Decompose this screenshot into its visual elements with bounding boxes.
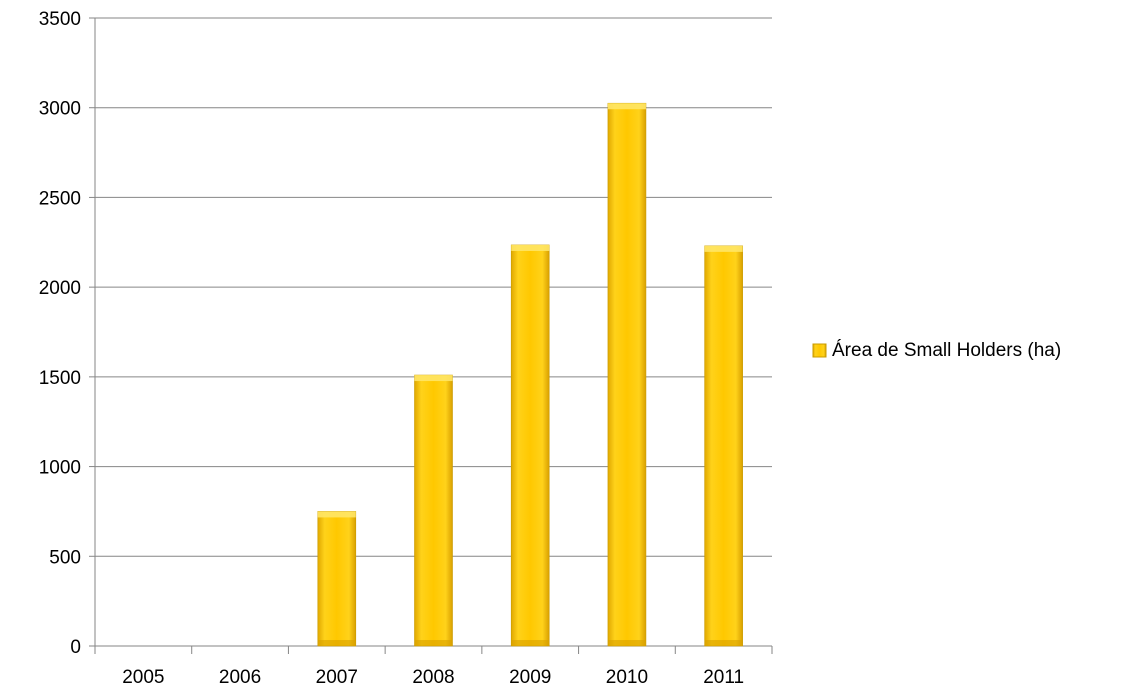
legend: Área de Small Holders (ha)	[812, 340, 1061, 361]
bar-bottom-bevel	[414, 640, 453, 646]
bar	[510, 244, 550, 647]
x-tick-label: 2009	[509, 667, 551, 688]
y-tick-label: 0	[70, 637, 81, 658]
legend-label: Área de Small Holders (ha)	[832, 340, 1061, 361]
bar	[414, 374, 453, 647]
bar-top-bevel	[414, 375, 453, 382]
x-tick-label: 2008	[412, 667, 454, 688]
y-tick-labels: 0 500 1000 1500 2000 2500 3000 3500	[39, 9, 81, 658]
legend-swatch	[812, 343, 827, 358]
bar-top-bevel	[317, 511, 356, 518]
y-tick-label: 3000	[39, 99, 81, 120]
bar-2011	[704, 245, 743, 647]
bar-bottom-bevel	[317, 640, 356, 646]
bar	[317, 511, 357, 647]
x-tick-label: 2011	[703, 667, 744, 688]
x-tick-label: 2005	[122, 667, 164, 688]
bar-top-bevel	[704, 245, 743, 252]
x-tick-label: 2006	[219, 667, 261, 688]
x-tick-labels: 2005 2006 2007 2008 2009 2010 2011	[122, 667, 744, 688]
y-tick-label: 500	[49, 547, 81, 568]
x-tick-label: 2007	[316, 667, 358, 688]
y-tick-label: 3500	[39, 9, 81, 30]
bars	[317, 102, 743, 647]
bar-top-bevel	[607, 103, 646, 110]
bar-2007	[317, 511, 357, 647]
y-tick-label: 2500	[39, 188, 81, 209]
y-tick-label: 1500	[39, 368, 81, 389]
bar-bottom-bevel	[511, 640, 550, 646]
x-tick-label: 2010	[606, 667, 648, 688]
bar-2009	[510, 244, 550, 647]
bar-top-bevel	[511, 244, 550, 251]
bar-bottom-bevel	[704, 640, 743, 646]
bar	[704, 245, 743, 647]
bar-2010	[607, 102, 647, 647]
bar	[607, 102, 647, 647]
bar-2008	[414, 374, 453, 647]
y-tick-label: 2000	[39, 278, 81, 299]
y-tick-label: 1000	[39, 458, 81, 479]
bar-bottom-bevel	[607, 640, 646, 646]
